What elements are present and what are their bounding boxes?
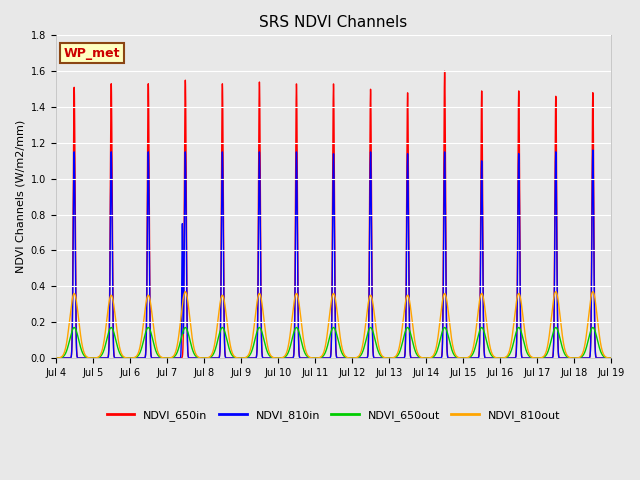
NDVI_810out: [410, 335, 418, 340]
Line: NDVI_650out: NDVI_650out: [56, 327, 611, 358]
Line: NDVI_810in: NDVI_810in: [56, 150, 611, 358]
NDVI_650in: [260, 355, 268, 361]
Legend: NDVI_650in, NDVI_810in, NDVI_650out, NDVI_810out: NDVI_650in, NDVI_810in, NDVI_650out, NDV…: [102, 406, 565, 425]
NDVI_810out: [52, 355, 60, 361]
NDVI_810out: [171, 351, 179, 357]
NDVI_650out: [52, 355, 60, 361]
NDVI_810out: [490, 353, 497, 359]
NDVI_810out: [589, 289, 596, 295]
Title: SRS NDVI Channels: SRS NDVI Channels: [259, 15, 408, 30]
Y-axis label: NDVI Channels (W/m2/mm): NDVI Channels (W/m2/mm): [15, 120, 25, 273]
NDVI_810in: [489, 355, 497, 361]
NDVI_650out: [260, 336, 268, 342]
NDVI_810in: [589, 147, 596, 153]
Line: NDVI_650in: NDVI_650in: [56, 71, 611, 358]
NDVI_650in: [410, 355, 418, 361]
NDVI_650in: [52, 355, 60, 361]
NDVI_650out: [171, 353, 179, 359]
NDVI_810out: [126, 355, 134, 361]
NDVI_650in: [171, 355, 179, 361]
NDVI_810in: [171, 355, 179, 361]
NDVI_650out: [410, 345, 418, 351]
NDVI_650in: [490, 355, 497, 361]
NDVI_650out: [165, 355, 173, 361]
NDVI_650out: [607, 355, 615, 361]
NDVI_810in: [260, 355, 268, 361]
NDVI_810in: [165, 355, 173, 361]
NDVI_810out: [260, 315, 268, 321]
NDVI_650in: [165, 355, 173, 361]
NDVI_810out: [607, 355, 615, 361]
NDVI_810out: [165, 355, 173, 361]
Text: WP_met: WP_met: [64, 47, 120, 60]
NDVI_650in: [605, 355, 613, 361]
NDVI_650out: [605, 355, 613, 361]
NDVI_810in: [410, 355, 418, 361]
Line: NDVI_810out: NDVI_810out: [56, 292, 611, 358]
NDVI_810out: [605, 355, 613, 361]
NDVI_810in: [605, 355, 613, 361]
NDVI_650out: [70, 324, 78, 330]
NDVI_650in: [441, 68, 449, 74]
NDVI_810in: [52, 355, 60, 361]
NDVI_810in: [607, 355, 615, 361]
NDVI_650out: [490, 354, 497, 360]
NDVI_650in: [607, 355, 615, 361]
